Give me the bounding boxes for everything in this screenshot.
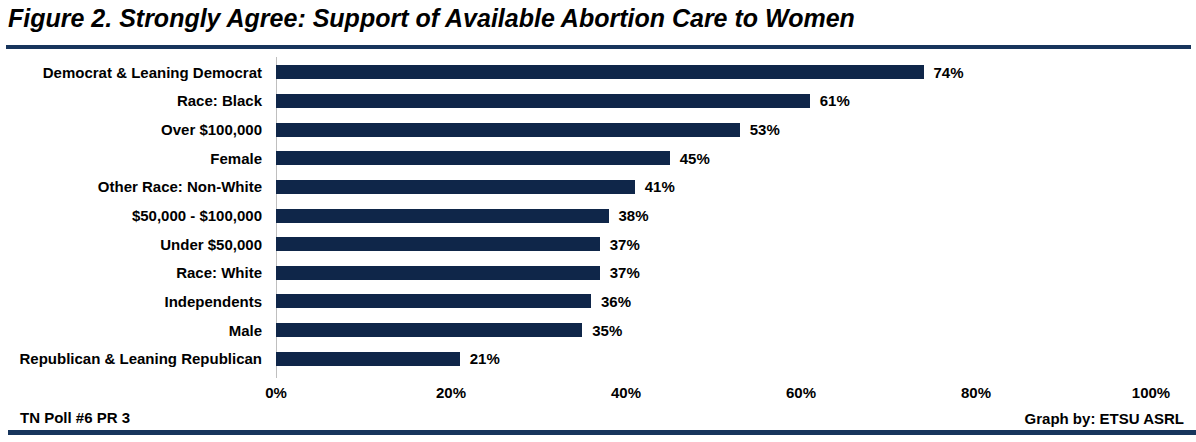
category-label: Female <box>0 150 276 167</box>
category-label: Democrat & Leaning Democrat <box>0 64 276 81</box>
category-label: Under $50,000 <box>0 236 276 253</box>
category-label: Republican & Leaning Republican <box>0 350 276 367</box>
value-label: 38% <box>619 207 649 224</box>
x-tick-label: 0% <box>265 384 287 401</box>
value-label: 45% <box>680 150 710 167</box>
bar-row: Republican & Leaning Republican 21% <box>0 344 1196 373</box>
category-label: Other Race: Non-White <box>0 178 276 195</box>
bar <box>276 266 600 280</box>
bar <box>276 209 609 223</box>
bar <box>276 294 591 308</box>
source-note: TN Poll #6 PR 3 <box>20 409 130 426</box>
value-label: 35% <box>592 322 622 339</box>
category-label: Independents <box>0 293 276 310</box>
bottom-divider-rule <box>8 430 1196 435</box>
credit-note: Graph by: ETSU ASRL <box>1025 410 1184 427</box>
x-tick-label: 80% <box>961 384 991 401</box>
value-label: 21% <box>470 350 500 367</box>
bar <box>276 151 670 165</box>
bar-row: Male 35% <box>0 316 1196 345</box>
bar <box>276 65 924 79</box>
title-divider-rule <box>6 45 1191 49</box>
x-tick-label: 20% <box>436 384 466 401</box>
plot-area: Democrat & Leaning Democrat 74% Race: Bl… <box>0 58 1196 373</box>
bar <box>276 180 635 194</box>
bar-row: Independents 36% <box>0 287 1196 316</box>
x-axis-tick-labels: 0% 20% 40% 60% 80% 100% <box>0 384 1196 402</box>
bar-row: Other Race: Non-White 41% <box>0 173 1196 202</box>
value-label: 37% <box>610 236 640 253</box>
value-label: 53% <box>750 121 780 138</box>
bar-row: Female 45% <box>0 144 1196 173</box>
bar <box>276 94 810 108</box>
bar <box>276 123 740 137</box>
chart-title: Figure 2. Strongly Agree: Support of Ava… <box>8 4 855 33</box>
bar-row: Race: Black 61% <box>0 87 1196 116</box>
category-label: Race: Black <box>0 92 276 109</box>
x-tick-label: 60% <box>786 384 816 401</box>
x-tick-label: 100% <box>1132 384 1170 401</box>
bar <box>276 323 582 337</box>
x-tick-label: 40% <box>611 384 641 401</box>
value-label: 37% <box>610 264 640 281</box>
value-label: 61% <box>820 92 850 109</box>
bar <box>276 352 460 366</box>
category-label: Race: White <box>0 264 276 281</box>
value-label: 41% <box>645 178 675 195</box>
figure-2-bar-chart: Figure 2. Strongly Agree: Support of Ava… <box>0 0 1196 442</box>
bar-row: $50,000 - $100,000 38% <box>0 201 1196 230</box>
bar-row: Under $50,000 37% <box>0 230 1196 259</box>
bar-row: Over $100,000 53% <box>0 115 1196 144</box>
category-label: $50,000 - $100,000 <box>0 207 276 224</box>
value-label: 74% <box>934 64 964 81</box>
bar-row: Democrat & Leaning Democrat 74% <box>0 58 1196 87</box>
bar-row: Race: White 37% <box>0 258 1196 287</box>
bar <box>276 237 600 251</box>
value-label: 36% <box>601 293 631 310</box>
category-label: Male <box>0 322 276 339</box>
category-label: Over $100,000 <box>0 121 276 138</box>
